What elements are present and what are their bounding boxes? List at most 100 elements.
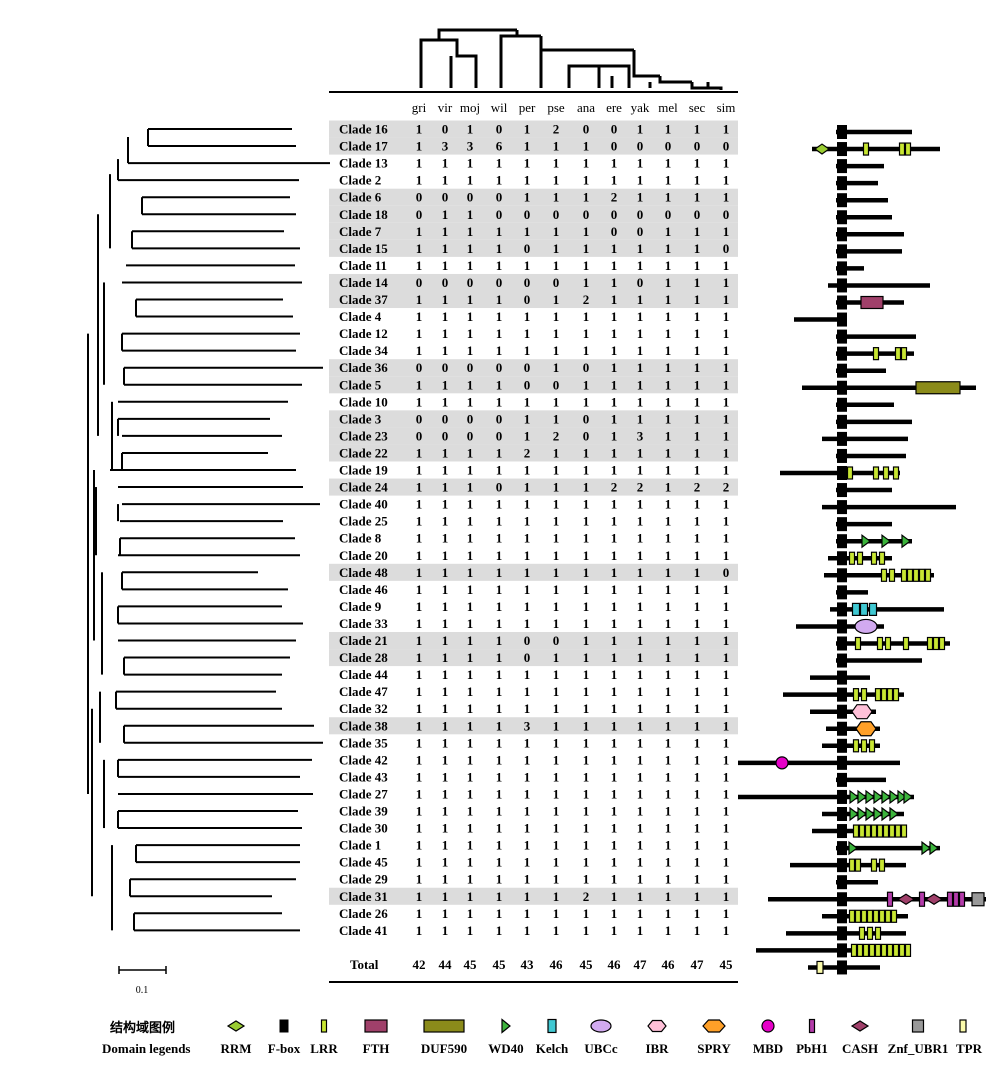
- count-cell: 1: [467, 599, 474, 614]
- count-cell: 1: [637, 326, 644, 341]
- domain-legend: 结构域图例 Domain legends RRM F-box LRR FTH DUF590 W…: [102, 1018, 983, 1056]
- count-cell: 1: [694, 718, 701, 733]
- count-cell: 0: [637, 207, 644, 222]
- count-cell: 1: [553, 599, 560, 614]
- count-cell: 1: [665, 122, 672, 137]
- count-cell: 1: [416, 292, 423, 307]
- legend-label: Kelch: [536, 1041, 569, 1056]
- count-cell: 1: [723, 122, 730, 137]
- count-cell: 0: [665, 207, 672, 222]
- count-cell: 1: [496, 769, 503, 784]
- count-cell: 1: [467, 309, 474, 324]
- count-cell: 0: [416, 360, 423, 375]
- f-box-domain: [837, 125, 847, 139]
- count-cell: 1: [496, 582, 503, 597]
- count-cell: 1: [416, 599, 423, 614]
- count-cell: 1: [694, 889, 701, 904]
- count-cell: 1: [611, 173, 618, 188]
- clade-label: Clade 34: [339, 343, 388, 358]
- count-cell: 1: [467, 343, 474, 358]
- count-cell: 1: [467, 786, 474, 801]
- count-cell: 1: [723, 258, 730, 273]
- count-cell: 1: [637, 838, 644, 853]
- count-cell: 1: [467, 855, 474, 870]
- total-value: 43: [521, 957, 535, 972]
- count-cell: 1: [467, 258, 474, 273]
- count-cell: 1: [524, 582, 531, 597]
- legend-label: MBD: [753, 1041, 783, 1056]
- cash-domain: [924, 893, 944, 905]
- count-cell: 1: [583, 343, 590, 358]
- count-cell: 1: [553, 463, 560, 478]
- count-cell: 2: [583, 889, 590, 904]
- count-cell: 1: [467, 752, 474, 767]
- species-header: gri: [412, 100, 427, 115]
- count-cell: 1: [637, 241, 644, 256]
- count-cell: 1: [637, 735, 644, 750]
- count-cell: 1: [496, 548, 503, 563]
- count-cell: 1: [524, 156, 531, 171]
- count-cell: 1: [553, 326, 560, 341]
- count-cell: 1: [665, 343, 672, 358]
- count-cell: 1: [723, 906, 730, 921]
- f-box-domain: [837, 500, 847, 515]
- f-box-domain: [837, 397, 847, 412]
- count-cell: 1: [583, 241, 590, 256]
- count-cell: 1: [442, 804, 449, 819]
- count-cell: 1: [723, 855, 730, 870]
- wd40-domain: [848, 840, 858, 856]
- legend-title-cn: 结构域图例: [110, 1020, 175, 1035]
- count-cell: 1: [694, 497, 701, 512]
- count-cell: 1: [637, 684, 644, 699]
- count-cell: 1: [496, 804, 503, 819]
- count-cell: 0: [416, 428, 423, 443]
- count-cell: 1: [416, 650, 423, 665]
- clade-label: Clade 12: [339, 326, 388, 341]
- legend-label: UBCc: [584, 1041, 617, 1056]
- legend-label: PbH1: [796, 1041, 828, 1056]
- count-cell: 1: [637, 122, 644, 137]
- count-cell: 1: [637, 872, 644, 887]
- count-cell: 2: [723, 480, 730, 495]
- count-cell: 1: [665, 463, 672, 478]
- count-cell: 1: [467, 667, 474, 682]
- count-cell: 1: [665, 190, 672, 205]
- domain-architectures: [738, 125, 986, 975]
- kelch-domain: [859, 602, 869, 617]
- total-value: 45: [493, 957, 507, 972]
- count-cell: 1: [611, 906, 618, 921]
- clade-label: Clade 29: [339, 872, 388, 887]
- count-cell: 1: [583, 224, 590, 239]
- lrr-domain: [870, 858, 878, 872]
- clade-label: Clade 26: [339, 906, 388, 921]
- row-shading: [329, 291, 738, 309]
- count-cell: 1: [637, 786, 644, 801]
- legend-label: SPRY: [697, 1041, 731, 1056]
- count-cell: 1: [611, 463, 618, 478]
- znf-ubr1-icon: [911, 1019, 925, 1033]
- count-cell: 1: [467, 582, 474, 597]
- count-cell: 1: [694, 855, 701, 870]
- count-cell: 1: [583, 173, 590, 188]
- f-box-domain: [837, 517, 847, 532]
- lrr-domain: [848, 858, 856, 872]
- total-value: 44: [439, 957, 453, 972]
- count-cell: 1: [665, 292, 672, 307]
- count-cell: 1: [416, 343, 423, 358]
- count-cell: 1: [524, 173, 531, 188]
- count-cell: 1: [637, 258, 644, 273]
- count-cell: 1: [583, 480, 590, 495]
- clade-label: Clade 21: [339, 633, 388, 648]
- count-cell: 1: [442, 241, 449, 256]
- clade-label: Clade 42: [339, 752, 388, 767]
- count-cell: 1: [467, 480, 474, 495]
- count-cell: 1: [524, 684, 531, 699]
- count-cell: 1: [583, 906, 590, 921]
- pbh1-domain: [886, 891, 894, 907]
- count-cell: 0: [442, 428, 449, 443]
- count-cell: 0: [723, 241, 730, 256]
- wd40-domain: [921, 840, 931, 856]
- count-cell: 1: [723, 769, 730, 784]
- count-cell: 1: [467, 394, 474, 409]
- clade-label: Clade 35: [339, 735, 388, 750]
